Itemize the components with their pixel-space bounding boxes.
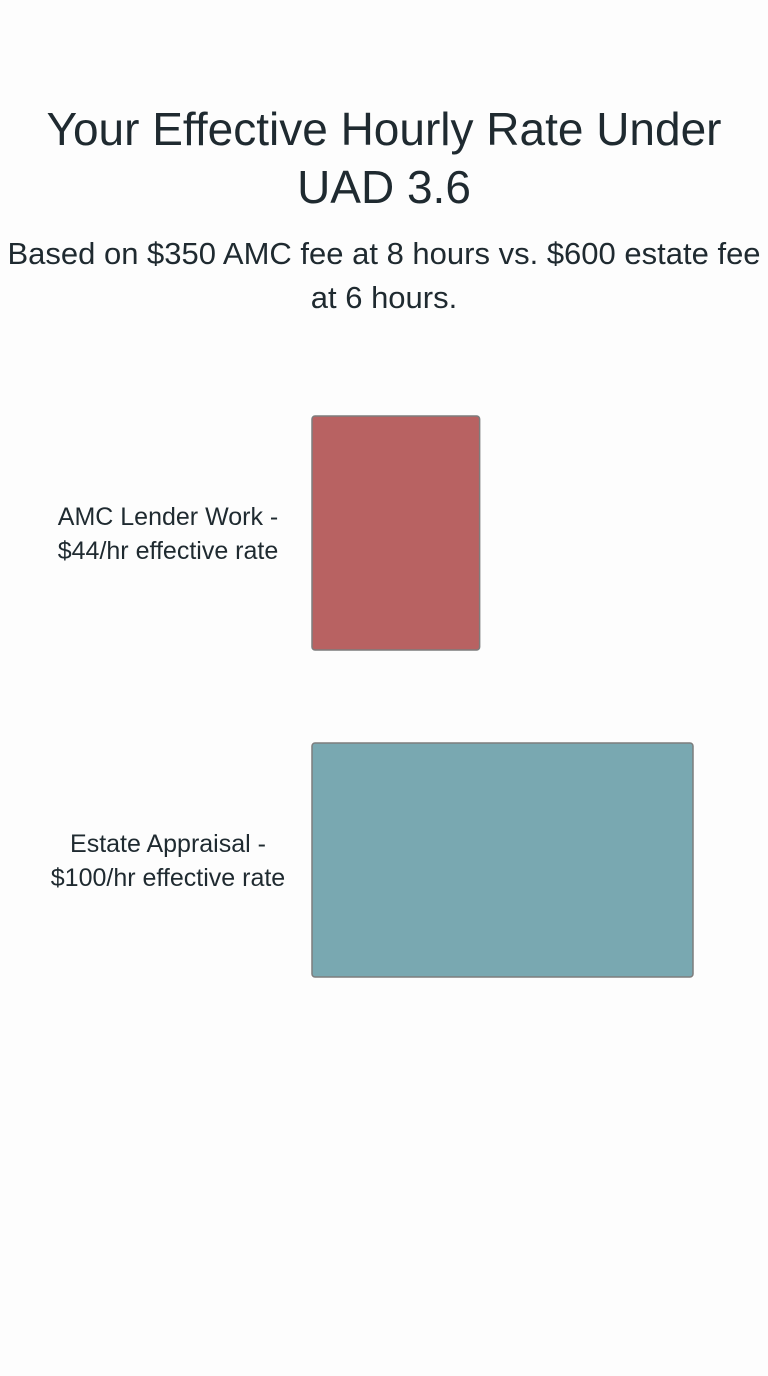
category-label-line: Estate Appraisal - [70,830,266,858]
bar-1 [311,742,694,978]
bar-0 [311,415,481,651]
chart-subtitle: Based on $350 AMC fee at 8 hours vs. $60… [7,236,761,315]
category-label-0: AMC Lender Work - $44/hr effective rate [58,503,279,565]
category-label-line: $100/hr effective rate [51,864,285,892]
category-label-line: $44/hr effective rate [58,537,279,565]
category-label-1: Estate Appraisal - $100/hr effective rate [51,830,285,892]
chart-title: Your Effective Hourly Rate Under UAD 3.6 [46,103,722,213]
category-label-line: AMC Lender Work - [58,503,278,531]
